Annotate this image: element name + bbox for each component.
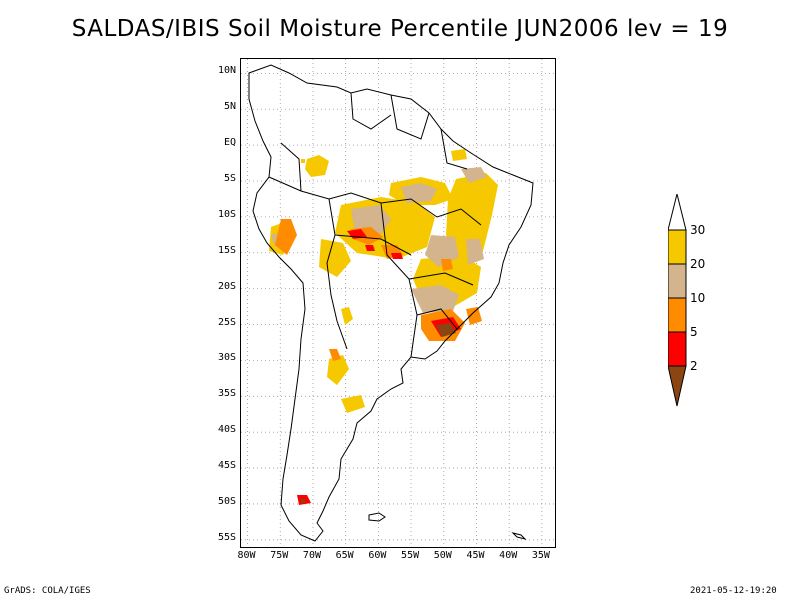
lon-label-60w: 60W: [368, 550, 387, 561]
lon-label-45w: 45W: [466, 550, 485, 561]
lat-label-35s: 35S: [217, 388, 236, 400]
lat-label-25s: 25S: [217, 316, 236, 328]
legend-swatch-10-20: [668, 263, 687, 299]
falkland-islands: [368, 512, 386, 522]
region-patch-orange: [441, 259, 453, 271]
region-patch-yellow: [301, 159, 305, 163]
lat-label-10n: 10N: [217, 65, 236, 77]
graticule: [241, 59, 555, 547]
lat-label-50s: 50S: [217, 495, 236, 507]
lat-label-55s: 55S: [217, 531, 236, 543]
lat-label-10s: 10S: [217, 208, 236, 220]
lat-label-5n: 5N: [223, 101, 236, 113]
map-plot-area: [240, 58, 556, 548]
lon-label-65w: 65W: [335, 550, 354, 561]
region-patch-yellow: [327, 355, 349, 385]
region-patch-tan: [351, 205, 391, 235]
region-patch-brown: [301, 499, 305, 503]
region-patch-tan: [466, 239, 484, 265]
region-patch-tan: [401, 183, 437, 203]
region-patch-yellow: [341, 307, 353, 325]
region-patch-orange: [466, 307, 482, 325]
moisture-regions: [269, 149, 498, 505]
lat-label-15s: 15S: [217, 244, 236, 256]
south-georgia: [511, 532, 527, 540]
region-patch-yellow: [305, 155, 329, 177]
legend-cap-top: [668, 194, 687, 231]
legend-cap-bottom: [668, 365, 687, 407]
lat-label-45s: 45S: [217, 460, 236, 472]
lon-label-55w: 55W: [401, 550, 420, 561]
region-patch-red: [365, 245, 375, 251]
lat-label-eq: EQ: [223, 137, 236, 149]
region-patch-red: [391, 253, 403, 259]
region-patch-yellow: [451, 149, 467, 161]
legend-swatch-5-10: [668, 297, 687, 333]
lon-label-80w: 80W: [237, 550, 256, 561]
lat-label-40s: 40S: [217, 424, 236, 436]
lat-label-20s: 20S: [217, 280, 236, 292]
lat-label-5s: 5S: [223, 173, 236, 184]
legend-label-2: 2: [690, 359, 698, 373]
legend-label-20: 20: [690, 257, 706, 271]
region-patch-yellow: [319, 239, 351, 277]
lon-label-40w: 40W: [499, 550, 518, 561]
lon-label-50w: 50W: [433, 550, 452, 561]
legend-swatch-2-5: [668, 331, 687, 367]
map-canvas: [241, 59, 555, 547]
legend-colorbar: [668, 194, 687, 407]
coastline: [248, 64, 534, 542]
legend-label-10: 10: [690, 291, 706, 305]
region-patch-orange: [329, 349, 341, 361]
lat-label-30s: 30S: [217, 352, 236, 364]
legend-label-30: 30: [690, 223, 706, 237]
legend-label-5: 5: [690, 325, 698, 339]
lon-label-35w: 35W: [531, 550, 550, 561]
map-title: SALDAS/IBIS Soil Moisture Percentile JUN…: [71, 16, 729, 42]
south-america-coastline: [248, 64, 534, 542]
legend-swatch-20-30: [668, 229, 687, 265]
region-patch-brown: [436, 323, 456, 337]
country-borders: [268, 92, 482, 358]
region-patch-tan: [411, 285, 459, 313]
region-patch-yellow: [341, 395, 365, 413]
footer-credit: GrADS: COLA/IGES: [4, 586, 91, 596]
footer-timestamp: 2021-05-12-19:20: [690, 586, 777, 596]
lon-label-70w: 70W: [302, 550, 321, 561]
lon-label-75w: 75W: [270, 550, 289, 561]
region-patch-yellow: [446, 173, 498, 265]
region-patch-orange: [275, 219, 297, 255]
region-patch-tan: [461, 167, 487, 183]
